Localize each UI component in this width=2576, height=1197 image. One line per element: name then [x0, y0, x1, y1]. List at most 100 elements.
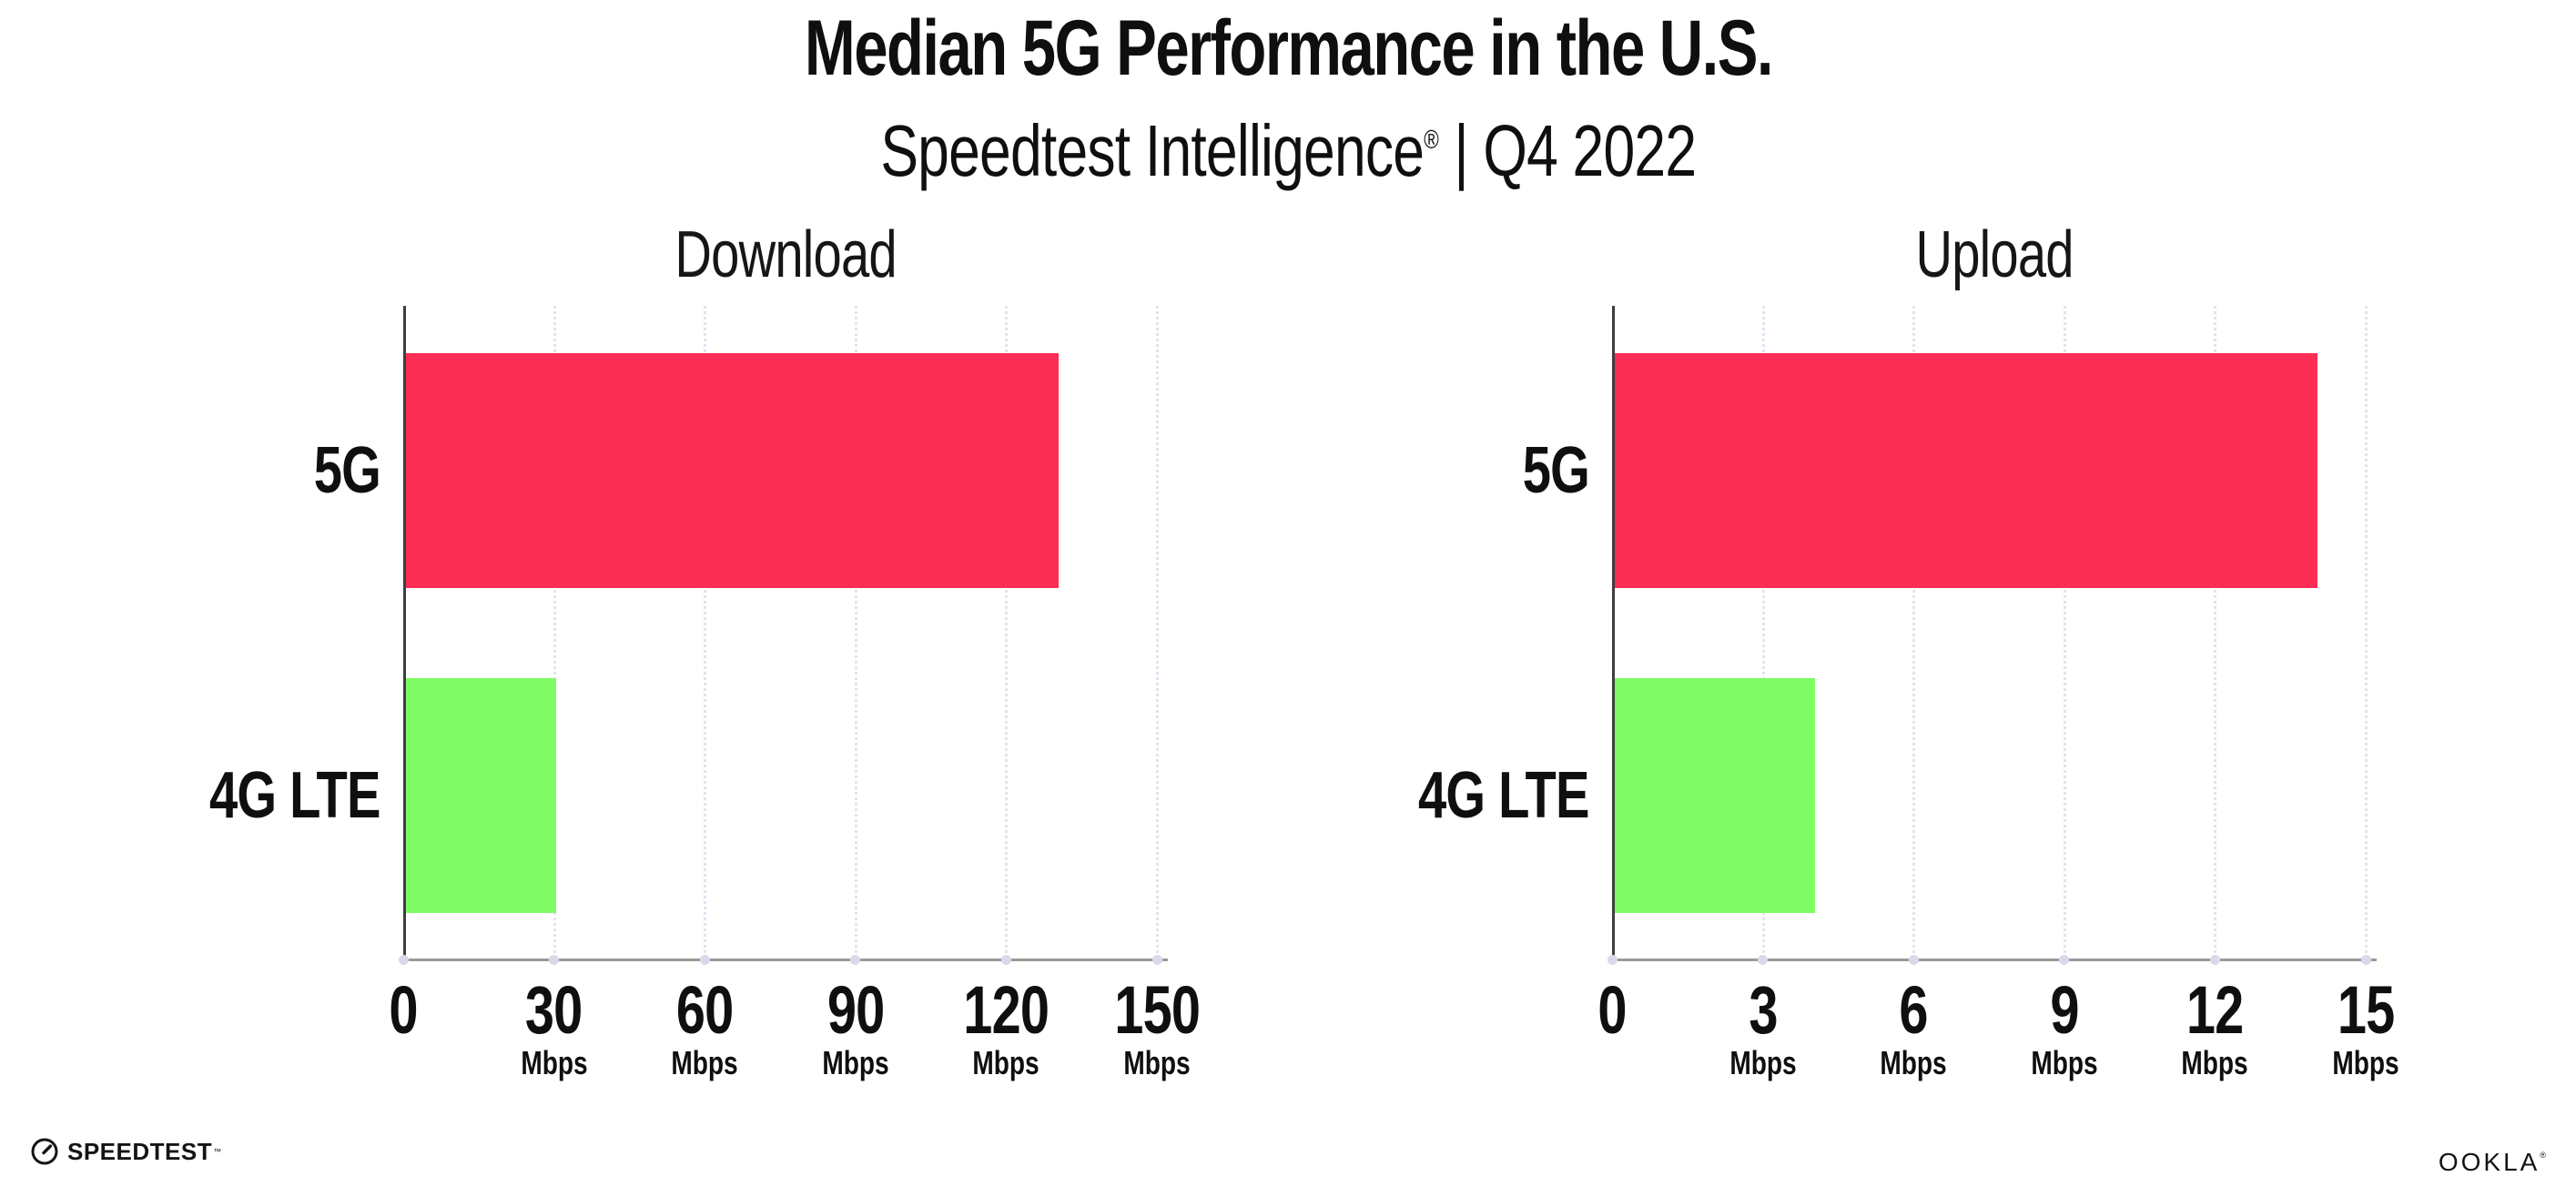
tick-dot-30: [549, 955, 560, 965]
category-label-4g-lte: 4G LTE: [1316, 759, 1590, 832]
tick-dot-3: [1758, 955, 1769, 965]
ookla-registered-icon: ®: [2540, 1151, 2546, 1160]
tick-unit-label-12: Mbps: [2124, 1045, 2306, 1081]
tick-label-text: 3: [1748, 972, 1778, 1048]
category-label-5g: 5G: [107, 434, 381, 507]
category-label-text: 4G LTE: [209, 759, 381, 832]
tick-label-text: 15: [2337, 972, 2395, 1048]
tick-unit-label-60: Mbps: [614, 1045, 796, 1081]
category-label-5g: 5G: [1316, 437, 1590, 504]
gridline-120: [1005, 306, 1009, 959]
tick-unit-label-9: Mbps: [1973, 1045, 2155, 1081]
tick-label-60: 60: [614, 976, 796, 1045]
tick-label-90: 90: [765, 976, 947, 1045]
tick-unit-label-30: Mbps: [463, 1045, 645, 1081]
bar-5g: [405, 353, 1059, 588]
tick-dot-120: [1000, 955, 1011, 965]
tick-unit-label-150: Mbps: [1066, 1045, 1248, 1081]
download-chart-title: Download: [403, 218, 1168, 291]
tick-unit-text: Mbps: [671, 1044, 738, 1081]
tick-dot-9: [2059, 955, 2070, 965]
ookla-logo: OOKLA®: [2439, 1141, 2546, 1176]
y-axis-line: [403, 306, 406, 961]
tick-unit-label-90: Mbps: [765, 1045, 947, 1081]
tick-dot-90: [850, 955, 861, 965]
tick-label-text: 9: [2050, 972, 2079, 1048]
tick-label-0: 0: [312, 976, 494, 1045]
tick-dot-15: [2360, 955, 2371, 965]
tick-unit-text: Mbps: [520, 1044, 588, 1081]
y-axis-line: [1612, 306, 1615, 961]
tick-unit-label-15: Mbps: [2275, 1045, 2457, 1081]
bar-5g: [1614, 353, 2317, 588]
gridline-60: [704, 306, 707, 959]
tick-label-text: 90: [827, 972, 885, 1048]
upload-chart-title: Upload: [1612, 218, 2377, 291]
tick-label-120: 120: [915, 976, 1097, 1045]
tick-unit-text: Mbps: [2332, 1044, 2399, 1081]
x-axis-line: [403, 959, 1168, 961]
tick-label-30: 30: [463, 976, 645, 1045]
gridline-15: [2365, 306, 2368, 959]
gridline-6: [1912, 306, 1916, 959]
tick-unit-label-3: Mbps: [1672, 1045, 1854, 1081]
tick-label-text: 150: [1114, 972, 1201, 1048]
tick-unit-text: Mbps: [822, 1044, 889, 1081]
page-title: Median 5G Performance in the U.S.: [0, 9, 2576, 87]
tick-label-9: 9: [1973, 976, 2155, 1045]
upload-plot-area: Upload 5G 4G LTE 0 3 Mbps 6 Mbps 9 Mbps 12 Mbps 15 M…: [1418, 218, 2399, 1081]
tick-label-0: 0: [1521, 976, 1703, 1045]
tick-label-text: 30: [525, 972, 583, 1048]
bar-4g-lte: [1614, 678, 1815, 913]
tick-label-text: 120: [963, 972, 1050, 1048]
trademark-icon: ™: [213, 1147, 222, 1156]
tick-unit-text: Mbps: [1880, 1044, 1947, 1081]
gridline-12: [2214, 306, 2217, 959]
category-label-4g-lte: 4G LTE: [107, 759, 381, 832]
page-subtitle: Speedtest Intelligence® | Q4 2022: [0, 103, 2576, 188]
tick-unit-text: Mbps: [1123, 1044, 1191, 1081]
tick-dot-0: [1607, 955, 1618, 965]
tick-dot-12: [2209, 955, 2220, 965]
tick-label-150: 150: [1066, 976, 1248, 1045]
tick-unit-label-6: Mbps: [1822, 1045, 2004, 1081]
tick-unit-text: Mbps: [2181, 1044, 2249, 1081]
tick-unit-text: Mbps: [1729, 1044, 1797, 1081]
tick-unit-text: Mbps: [2031, 1044, 2098, 1081]
gridline-3: [1761, 306, 1765, 959]
gridline-9: [2063, 306, 2066, 959]
tick-label-12: 12: [2124, 976, 2306, 1045]
tick-unit-label-120: Mbps: [915, 1045, 1097, 1081]
tick-label-text: 0: [389, 972, 418, 1048]
gridline-30: [553, 306, 556, 959]
tick-label-text: 12: [2186, 972, 2244, 1048]
tick-dot-60: [699, 955, 710, 965]
gridline-150: [1156, 306, 1159, 959]
registered-trademark-icon: ®: [1423, 126, 1439, 155]
tick-dot-0: [398, 955, 409, 965]
bar-4g-lte: [405, 678, 556, 913]
download-plot-area: Download 5G 4G LTE 0 30 Mbps 60 Mbps 90 Mbps 120 M…: [209, 218, 1201, 1081]
tick-dot-6: [1908, 955, 1919, 965]
tick-label-text: 60: [675, 972, 734, 1048]
category-label-text: 5G: [313, 434, 381, 507]
tick-dot-150: [1151, 955, 1162, 965]
tick-label-6: 6: [1822, 976, 2004, 1045]
tick-unit-text: Mbps: [972, 1044, 1040, 1081]
subtitle-brand: Speedtest Intelligence: [880, 110, 1425, 192]
x-axis-line: [1612, 959, 2377, 961]
speedometer-gauge-icon: [31, 1138, 58, 1165]
download-chart-title-text: Download: [674, 218, 897, 291]
speedtest-logo: SPEEDTEST ™: [30, 1136, 221, 1167]
upload-chart-title-text: Upload: [1915, 218, 2074, 291]
subtitle-period: | Q4 2022: [1438, 110, 1697, 192]
speedtest-wordmark: SPEEDTEST: [67, 1137, 213, 1165]
ookla-wordmark: OOKLA: [2438, 1148, 2541, 1176]
page-title-text: Median 5G Performance in the U.S.: [804, 5, 1773, 92]
gridline-90: [854, 306, 857, 959]
category-label-text: 4G LTE: [1418, 759, 1590, 832]
tick-label-text: 6: [1899, 972, 1929, 1048]
tick-label-text: 0: [1597, 972, 1627, 1048]
page-subtitle-text: Speedtest Intelligence® | Q4 2022: [880, 103, 1697, 192]
